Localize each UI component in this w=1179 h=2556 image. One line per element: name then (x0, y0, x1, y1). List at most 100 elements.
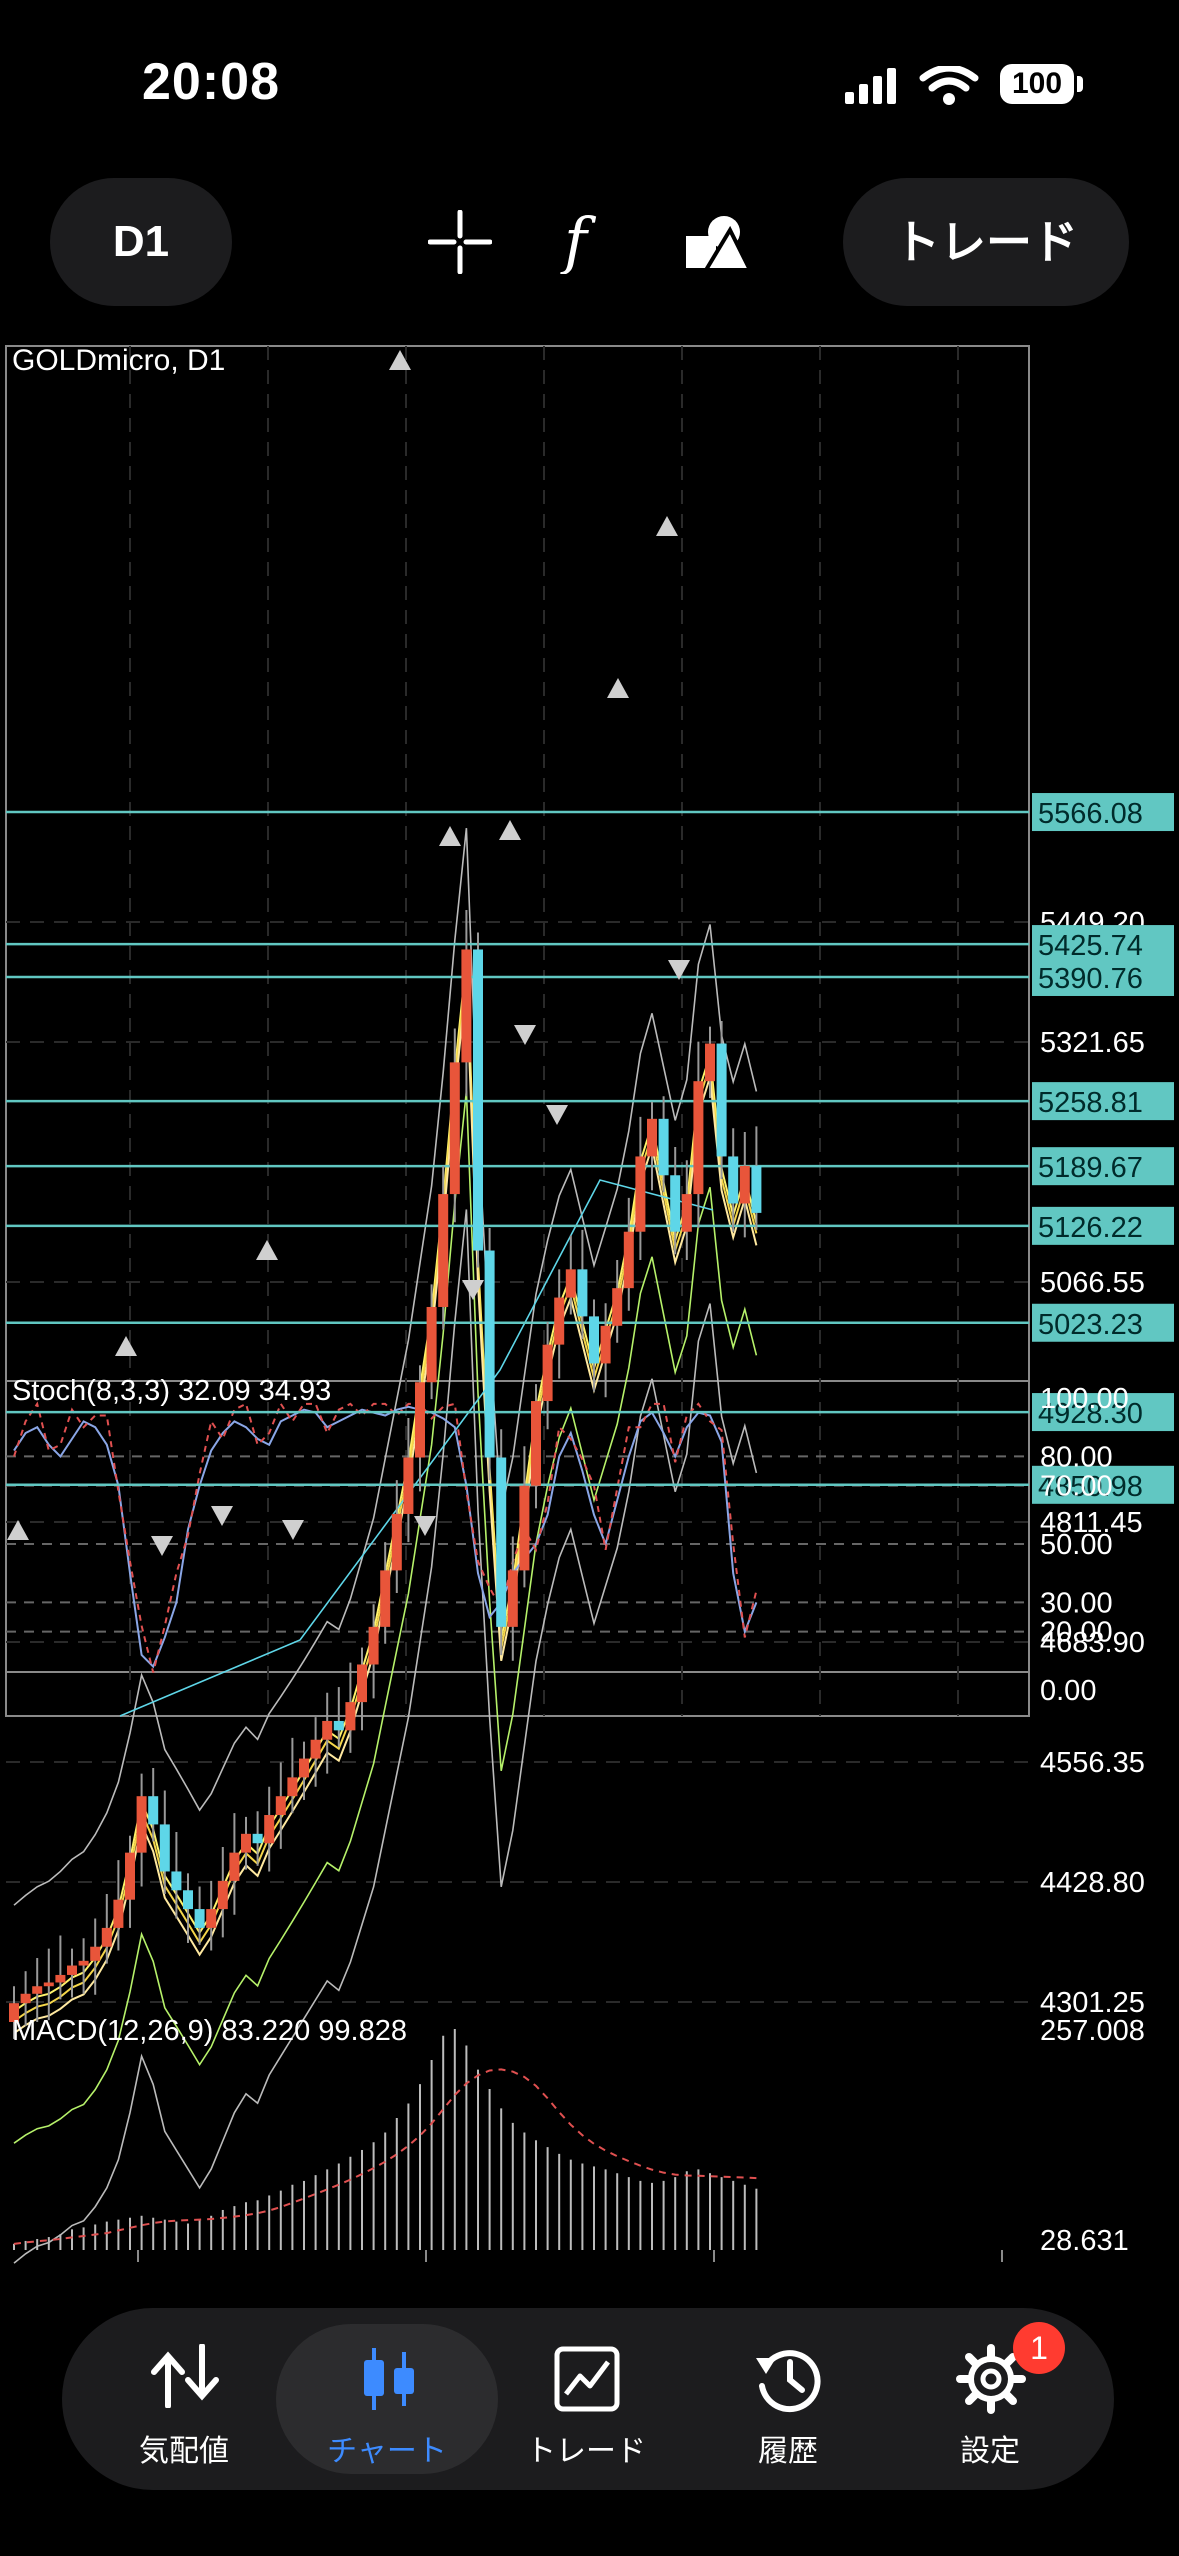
candle-body (473, 949, 483, 1251)
candle-body (43, 1982, 54, 1987)
candle-body (32, 1986, 43, 1994)
macd-label: MACD(12,26,9) 83.220 99.828 (12, 2015, 407, 2047)
band-lower (13, 1209, 758, 2264)
timeframe-button[interactable]: D1 (50, 178, 232, 306)
status-time: 20:08 (142, 53, 280, 111)
candle-body (681, 1194, 692, 1232)
candle-body (357, 1664, 367, 1703)
battery-nub (1077, 76, 1083, 92)
candle-body (658, 1118, 669, 1176)
date-label: 30 Mar 2026 (1002, 2267, 1165, 2270)
candle-body (125, 1852, 135, 1900)
trade-button[interactable]: トレード (843, 178, 1129, 306)
fractal-down-marker (414, 1516, 436, 1536)
price-axis-label: 4683.90 (1040, 1627, 1145, 1659)
candle-body (461, 949, 472, 1063)
price-level-box (1032, 1393, 1174, 1432)
price-level-label: 5258.81 (1038, 1087, 1143, 1119)
candle-body (310, 1739, 321, 1759)
candle-body (229, 1852, 240, 1881)
fractal-up-marker (499, 820, 521, 840)
candle-body (380, 1570, 391, 1627)
macd-axis-label: 28.631 (1040, 2225, 1129, 2257)
candle-body (542, 1344, 553, 1402)
band-upper (13, 828, 758, 1906)
nav-trade[interactable]: トレード (488, 2308, 684, 2490)
fractal-down-marker (514, 1025, 536, 1045)
candle-body (241, 1833, 251, 1853)
nav-quotes[interactable]: 気配値 (86, 2308, 282, 2490)
candle-body (426, 1306, 437, 1383)
crosshair-icon[interactable] (428, 210, 492, 274)
stoch-axis-label: 80.00 (1040, 1441, 1113, 1473)
indicator-function-icon[interactable]: f (560, 210, 610, 274)
price-level-label: 5425.74 (1038, 930, 1143, 962)
candle-body (484, 1250, 495, 1458)
stoch-label: Stoch(8,3,3) 32.09 34.93 (12, 1375, 331, 1407)
battery-indicator: 100 (1000, 64, 1074, 104)
candle-body (345, 1702, 356, 1731)
candle-body (90, 1946, 101, 1961)
macd-axis-label: 257.008 (1040, 2015, 1145, 2047)
candle-body (403, 1457, 414, 1514)
price-axis-label: 4811.45 (1040, 1507, 1143, 1539)
candle-body (183, 1890, 193, 1910)
candle-body (565, 1269, 576, 1298)
candle-body (287, 1777, 298, 1797)
fractal-up-marker (439, 826, 461, 846)
candle-body (9, 2003, 19, 2022)
candle-body (519, 1485, 530, 1571)
settings-notification-badge: 1 (1013, 2322, 1065, 2374)
price-chart[interactable]: GOLDmicro, D15449.205321.655066.554811.4… (0, 340, 1179, 2270)
fractal-up-marker (256, 1240, 278, 1260)
candle-body (589, 1316, 599, 1364)
date-label: 2 Feb 2026 (426, 2267, 573, 2270)
fractal-up-marker (389, 350, 411, 370)
price-axis-label: 4301.25 (1040, 1987, 1145, 2019)
stoch-axis-label: 70.00 (1040, 1471, 1113, 1503)
price-level-label: 5023.23 (1038, 1309, 1143, 1341)
candle-body (113, 1899, 124, 1928)
candle-body (194, 1909, 205, 1928)
candle-body (728, 1156, 739, 1204)
stoch-d-line (13, 1401, 758, 1673)
fractal-down-marker (151, 1536, 173, 1556)
price-axis-label: 4428.80 (1040, 1867, 1145, 1899)
candle-body (612, 1288, 623, 1326)
fractal-down-marker (546, 1105, 568, 1125)
candle-body (716, 1043, 727, 1157)
objects-shapes-icon[interactable] (684, 210, 750, 274)
candle-body (275, 1796, 286, 1816)
candle-body (554, 1297, 565, 1345)
price-axis-label: 4556.35 (1040, 1747, 1145, 1779)
candle-body (507, 1570, 518, 1627)
arrows-updown-icon (151, 2344, 219, 2408)
candle-body (333, 1720, 344, 1731)
candle-body (322, 1720, 333, 1740)
chart-frame (5, 345, 1030, 1717)
signal-wifi-icons (845, 66, 979, 105)
candle-body (647, 1118, 657, 1157)
nav-settings[interactable]: 設定 (892, 2308, 1088, 2490)
candle-body (136, 1796, 147, 1853)
price-axis-label: 5066.55 (1040, 1267, 1145, 1299)
stoch-axis-label: 20.00 (1040, 1617, 1113, 1649)
candle-body (438, 1194, 449, 1307)
stoch-axis-label: 50.00 (1040, 1529, 1113, 1561)
candle-body (415, 1382, 425, 1458)
svg-text:f: f (560, 210, 597, 274)
ma-line (13, 1091, 758, 2144)
price-level-label: 5126.22 (1038, 1212, 1143, 1244)
candle-body (20, 1993, 31, 2004)
nav-history[interactable]: 履歴 (690, 2308, 886, 2490)
candle-body (670, 1175, 681, 1232)
candle-body (252, 1833, 263, 1844)
price-level-label: 5189.67 (1038, 1152, 1143, 1184)
candles-icon (364, 2348, 414, 2410)
candle-body (635, 1156, 646, 1232)
candle-body (623, 1231, 634, 1289)
nav-chart[interactable]: チャート (276, 2324, 498, 2474)
candle-body (391, 1513, 402, 1571)
fractal-up-marker (7, 1520, 29, 1540)
stoch-axis-label: 100.00 (1040, 1383, 1129, 1415)
